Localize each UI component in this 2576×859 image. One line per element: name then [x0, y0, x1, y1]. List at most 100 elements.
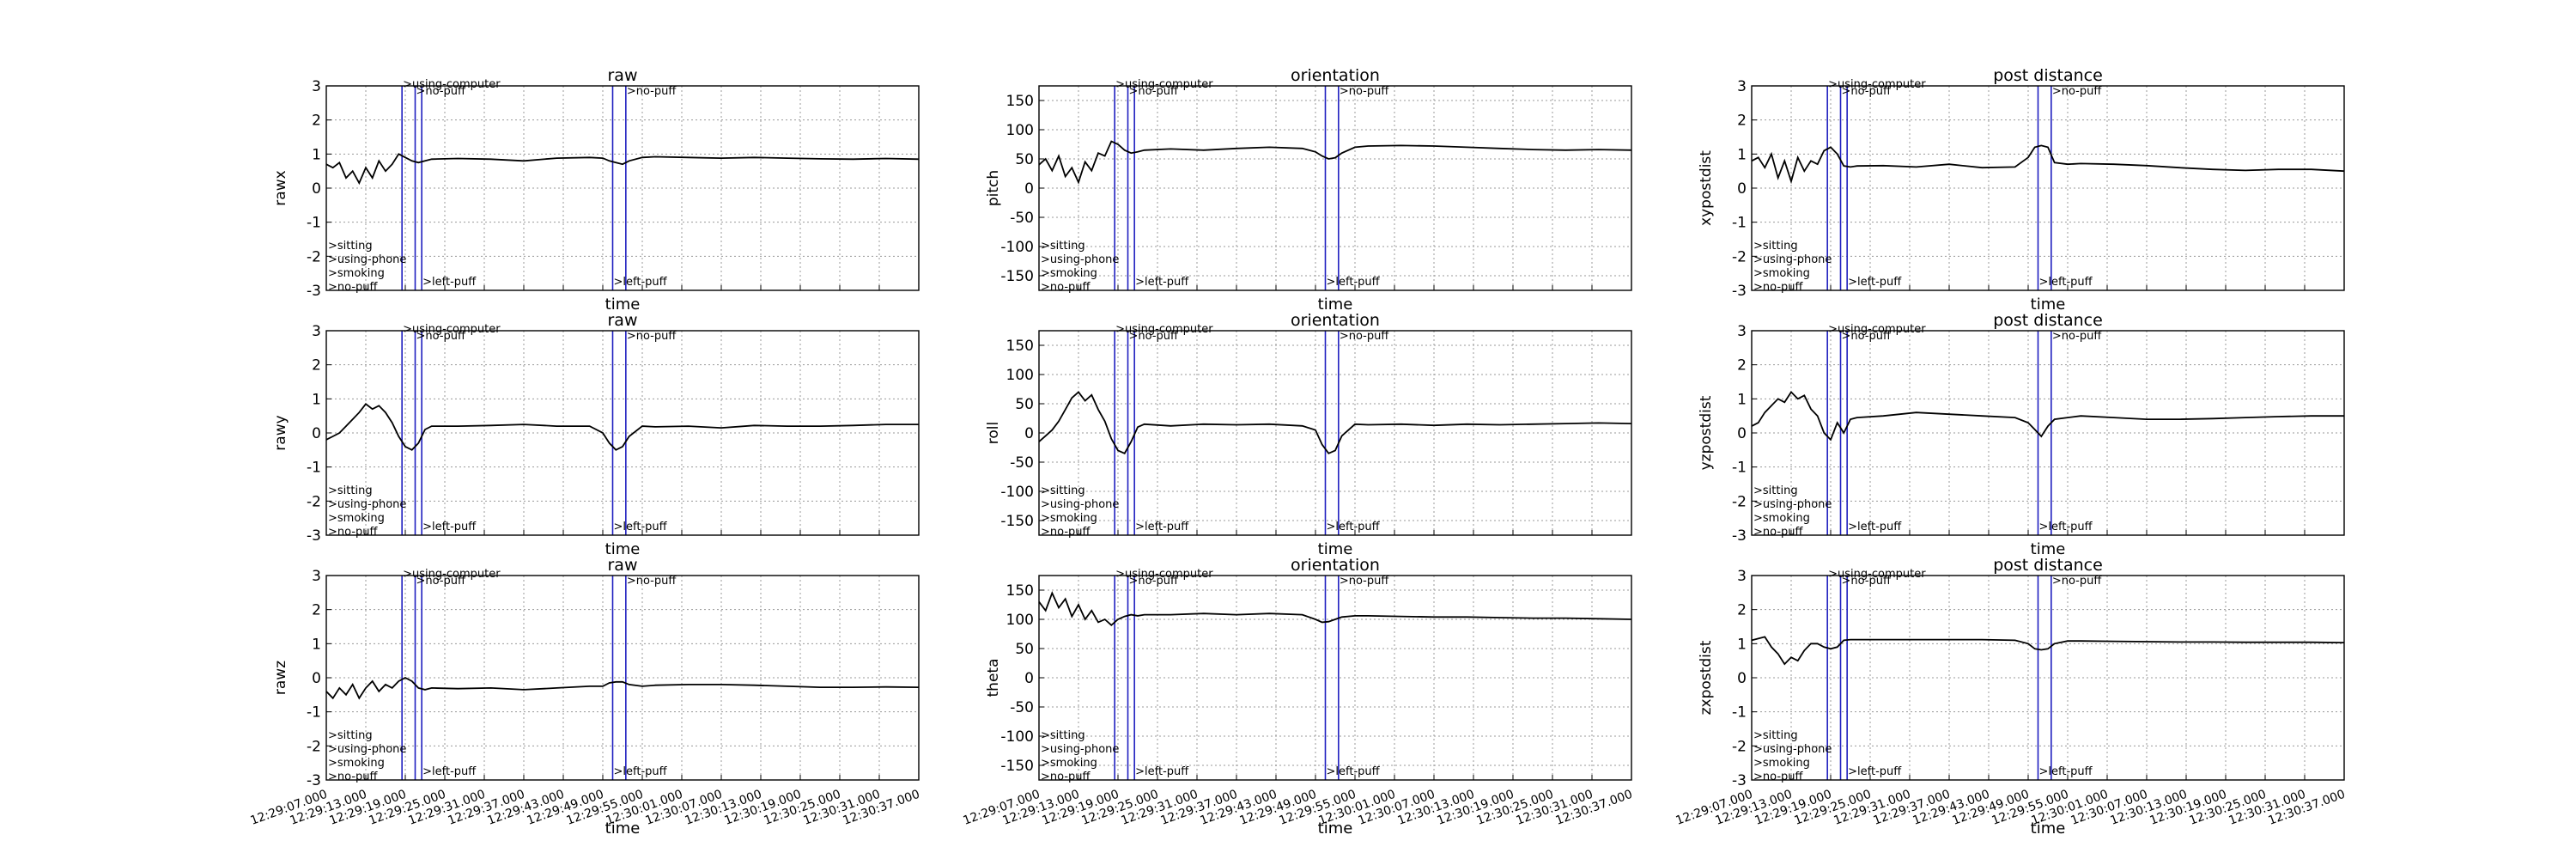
event-label: >no-puff — [1129, 85, 1180, 98]
y-tick-label: 0 — [1024, 670, 1034, 687]
y-tick-label: -3 — [307, 283, 321, 300]
panel-post-distance-xypostdist: post distance 3 2 1 0 -1 -2 -3 >sitting>using-ph… — [1698, 66, 2345, 314]
panel-orientation-roll: orientation150100500-50-100-150>sitting>… — [985, 311, 1632, 558]
event-label: >left-puff — [1135, 276, 1189, 289]
y-tick-label: -3 — [1732, 772, 1747, 789]
plot-frame — [1038, 85, 1632, 291]
event-label: >left-puff — [1135, 521, 1189, 533]
event-label: >sitting — [1041, 484, 1085, 497]
event-label: >using-phone — [1041, 743, 1119, 756]
panel-title: post distance — [1993, 311, 2103, 330]
event-label: >sitting — [328, 484, 373, 497]
event-label: >no-puff — [1129, 575, 1180, 588]
y-tick-label: -1 — [1732, 215, 1747, 232]
y-tick-label: 1 — [1737, 146, 1747, 163]
y-axis-label: rawx — [272, 170, 289, 205]
event-label: >smoking — [1753, 512, 1810, 525]
event-label: >left-puff — [614, 276, 668, 289]
series-line — [325, 403, 919, 451]
y-tick-label: 100 — [1006, 367, 1034, 384]
y-tick-label: -3 — [307, 772, 321, 789]
event-label: >using-computer — [1828, 323, 1926, 336]
panel-title: orientation — [1291, 66, 1380, 85]
panel-title: raw — [608, 311, 638, 330]
event-label: >smoking — [328, 267, 385, 280]
event-label: >smoking — [1753, 757, 1810, 770]
y-tick-label: 1 — [312, 636, 321, 653]
event-label: >left-puff — [1135, 765, 1189, 778]
y-tick-label: 150 — [1006, 338, 1034, 355]
event-label: >left-puff — [2039, 765, 2093, 778]
y-tick-label: 50 — [1015, 151, 1034, 168]
plot-frame — [1751, 85, 2345, 291]
panel-raw-rawz: raw 3 2 1 0 -1 -2 -3 >sitting>using-phone>smokin… — [249, 556, 922, 838]
event-label: >smoking — [1041, 267, 1097, 280]
event-label: >smoking — [328, 757, 385, 770]
event-label: >left-puff — [2039, 521, 2093, 533]
x-axis-label: time — [605, 819, 641, 838]
event-label: >smoking — [328, 512, 385, 525]
y-axis-label: xypostdist — [1698, 150, 1715, 226]
y-tick-label: -50 — [1010, 454, 1034, 472]
y-tick-label: 3 — [1737, 323, 1747, 340]
plot-frame — [1038, 330, 1632, 536]
y-axis-label: roll — [985, 422, 1002, 444]
y-tick-label: 0 — [312, 425, 321, 442]
event-label: >using-phone — [1041, 253, 1119, 266]
series-line — [1038, 591, 1632, 627]
y-tick-label: -2 — [307, 738, 321, 755]
y-tick-label: 1 — [1737, 636, 1747, 653]
y-tick-label: 0 — [1024, 425, 1034, 442]
y-axis-label: rawy — [272, 415, 289, 450]
plot-frame — [1038, 575, 1632, 781]
series-line — [1751, 636, 2345, 666]
event-label: >sitting — [1753, 484, 1798, 497]
event-label: >sitting — [328, 240, 373, 253]
event-label: >no-puff — [627, 85, 677, 98]
panel-orientation-pitch: orientation150100500-50-100-150>sitting>… — [985, 66, 1632, 314]
panel-post-distance-zxpostdist: post distance 3 2 1 0 -1 -2 -3 >sitting>using-ph… — [1674, 556, 2348, 838]
y-tick-label: -1 — [307, 215, 321, 232]
y-tick-label: -2 — [1732, 738, 1747, 755]
panel-orientation-theta: orientation150100500-50-100-150>sitting>… — [962, 556, 1635, 838]
plot-frame — [325, 575, 920, 781]
event-label: >using-computer — [1828, 78, 1926, 91]
event-label: >no-puff — [1340, 330, 1390, 343]
plot-frame — [325, 85, 920, 291]
event-label: >no-puff — [1340, 575, 1390, 588]
event-label: >no-puff — [328, 281, 379, 294]
event-label: >no-puff — [416, 85, 467, 98]
event-label: >no-puff — [1041, 526, 1091, 539]
y-tick-label: -150 — [1000, 513, 1034, 530]
x-axis-label: time — [2031, 295, 2066, 314]
series-line — [1751, 390, 2344, 442]
y-tick-label: -1 — [307, 460, 321, 477]
y-tick-label: -1 — [1732, 704, 1747, 722]
panel-title: raw — [608, 66, 638, 85]
panel-title: orientation — [1291, 311, 1380, 330]
y-tick-label: 0 — [1024, 180, 1034, 198]
y-tick-label: -100 — [1000, 728, 1034, 746]
event-label: >smoking — [1753, 267, 1810, 280]
x-axis-label: time — [1318, 295, 1353, 314]
event-label: >using-phone — [328, 743, 406, 756]
event-label: >left-puff — [1327, 276, 1381, 289]
event-label: >no-puff — [328, 526, 379, 539]
y-tick-label: 3 — [1737, 78, 1747, 95]
y-tick-label: -3 — [1732, 527, 1747, 545]
y-tick-label: 50 — [1015, 641, 1034, 658]
event-label: >no-puff — [2052, 330, 2103, 343]
event-label: >sitting — [1041, 240, 1085, 253]
y-tick-label: 2 — [312, 357, 321, 375]
event-label: >smoking — [1041, 512, 1097, 525]
event-label: >left-puff — [614, 765, 668, 778]
plot-frame — [1751, 575, 2345, 781]
panel-title: raw — [608, 556, 638, 575]
y-axis-label: theta — [985, 659, 1002, 698]
panel-title: post distance — [1993, 66, 2103, 85]
event-label: >left-puff — [2039, 276, 2093, 289]
event-label: >left-puff — [614, 521, 668, 533]
event-label: >using-computer — [1115, 568, 1213, 581]
y-tick-label: -1 — [1732, 460, 1747, 477]
